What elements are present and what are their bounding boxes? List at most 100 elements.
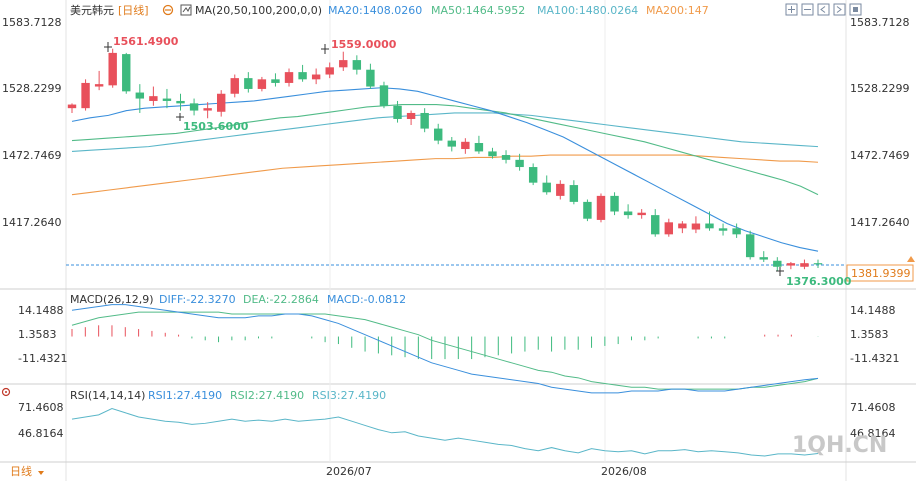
candle-body	[311, 74, 321, 80]
prev-icon[interactable]	[817, 3, 830, 16]
zoom-in-icon[interactable]	[785, 3, 798, 16]
ma100-line	[71, 112, 819, 152]
candle	[501, 150, 511, 164]
candle-body	[528, 167, 538, 183]
candle	[474, 135, 484, 154]
candle	[189, 98, 199, 116]
candle-body	[339, 60, 348, 68]
toolbar	[785, 3, 862, 16]
rsi3-value: RSI3:27.4190	[312, 389, 386, 402]
x-tick: 2026/08	[601, 465, 647, 478]
current-price: 1381.9399	[66, 256, 915, 282]
macd-series	[71, 304, 819, 394]
fullscreen-icon[interactable]	[849, 3, 862, 16]
low-annotation: 1376.3000	[786, 275, 852, 288]
candle-body	[732, 228, 741, 235]
candle-body	[379, 85, 389, 106]
settings-icon[interactable]	[162, 4, 174, 16]
candle-body	[637, 212, 646, 216]
macd-tick-left: 14.1488	[18, 304, 64, 317]
price-tick-right: 1528.2299	[850, 82, 910, 95]
candle	[352, 55, 362, 75]
rsi-tick-right: 71.4608	[850, 401, 896, 414]
candle-body	[596, 195, 606, 220]
candle	[311, 68, 321, 85]
candle	[108, 48, 117, 88]
candle-body	[786, 263, 796, 266]
candle	[610, 192, 619, 216]
rsi-title: RSI(14,14,14)	[70, 389, 145, 402]
macd-title: MACD(26,12,9)	[70, 293, 154, 306]
candle	[393, 100, 402, 123]
candle-body	[705, 223, 714, 229]
macd-dea-line	[71, 311, 819, 390]
candle	[257, 76, 267, 92]
price-tick-left: 1472.7469	[2, 149, 62, 162]
candlesticks	[67, 48, 823, 272]
next-icon[interactable]	[833, 3, 846, 16]
candle-body	[474, 143, 484, 152]
candle	[664, 218, 674, 237]
candle	[149, 86, 158, 106]
candle	[447, 137, 456, 152]
candle	[420, 108, 429, 133]
candle	[203, 102, 212, 119]
price-annotations: 1561.4900 1559.0000 1503.6000 1376.3000	[104, 35, 852, 288]
candle-body	[664, 222, 674, 235]
price-tick-right: 1583.7128	[850, 16, 910, 29]
candle-body	[189, 103, 199, 111]
candle-body	[800, 263, 809, 267]
candle	[732, 223, 741, 238]
rsi-settings-icon[interactable]	[1, 387, 11, 397]
watermark: 1QH.CN	[792, 433, 887, 458]
current-price-value: 1381.9399	[851, 267, 911, 280]
ma200-value: MA200:147	[646, 4, 709, 17]
candle-body	[135, 92, 145, 99]
macd-tick-left: -11.4321	[18, 352, 67, 365]
candle-body	[352, 60, 362, 70]
candle	[623, 204, 633, 219]
x-axis: 2026/07 2026/08 日线	[10, 464, 647, 478]
candle-body	[393, 105, 402, 119]
candle-body	[718, 228, 728, 231]
rsi1-value: RSI1:27.4190	[148, 389, 222, 402]
current-price-tag	[846, 264, 914, 282]
candle-body	[773, 260, 782, 267]
macd-diff-line	[71, 304, 819, 394]
candle	[271, 73, 280, 87]
ma-indicator-icon[interactable]	[180, 4, 192, 16]
pair-label: 美元韩元	[70, 3, 114, 17]
candle-body	[176, 100, 185, 104]
candle	[325, 62, 334, 79]
candle	[528, 163, 538, 186]
candle	[773, 257, 782, 272]
candle	[718, 223, 728, 236]
candle-body	[298, 72, 307, 80]
candle	[94, 70, 104, 91]
candle	[244, 72, 253, 93]
candle	[800, 259, 809, 270]
candle	[216, 90, 226, 117]
candle-body	[122, 54, 131, 92]
chevron-down-icon[interactable]	[38, 471, 44, 475]
rsi2-value: RSI2:27.4190	[230, 389, 304, 402]
price-tick-right: 1472.7469	[850, 149, 910, 162]
candle	[556, 180, 565, 200]
candle-body	[610, 195, 619, 212]
period-footer-button[interactable]: 日线	[10, 464, 32, 478]
candle	[745, 230, 755, 260]
high-annotation: 1559.0000	[331, 38, 397, 51]
candle	[637, 209, 646, 219]
candle	[162, 88, 172, 109]
candle-body	[230, 78, 239, 94]
candle-body	[94, 84, 104, 87]
candle	[230, 74, 239, 98]
high-annotation: 1561.4900	[113, 35, 179, 48]
candle-body	[420, 112, 429, 129]
candle-body	[203, 108, 212, 111]
macd-tick-right: 1.3583	[850, 328, 889, 341]
zoom-out-icon[interactable]	[801, 3, 814, 16]
